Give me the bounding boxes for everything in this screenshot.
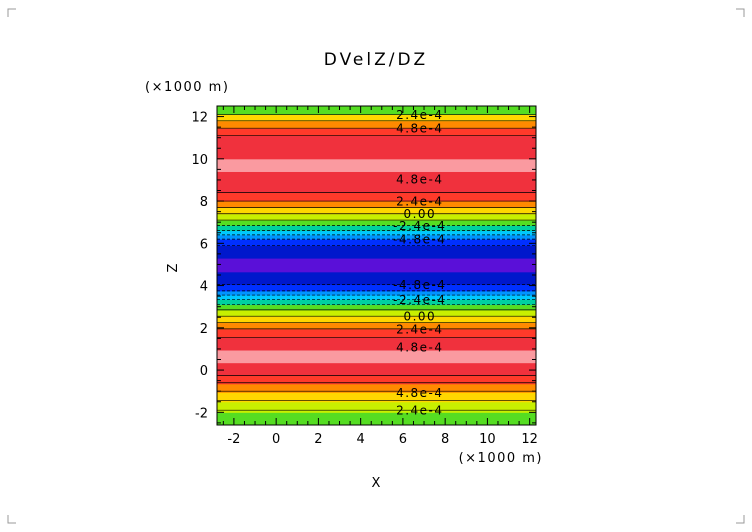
color-band-15 [217, 290, 536, 296]
y-tick-label: 12 [191, 111, 208, 126]
contour-label-2: 4.8e-4 [396, 172, 443, 186]
color-band-33 [217, 120, 536, 129]
color-band-2 [217, 392, 536, 403]
color-band-4 [217, 375, 536, 385]
x-tick-label: 0 [272, 432, 280, 447]
color-band-7 [217, 337, 536, 351]
contour-label-0: 2.4e-4 [396, 108, 443, 122]
color-band-0 [217, 412, 536, 426]
color-band-3 [217, 383, 536, 393]
y-tick-label: 8 [200, 195, 208, 210]
color-band-26 [217, 207, 536, 215]
y-tick-label: 0 [200, 364, 208, 379]
color-band-24 [217, 220, 536, 226]
y-tick-label: 10 [191, 153, 208, 168]
color-band-13 [217, 299, 536, 306]
color-band-11 [217, 309, 536, 317]
contour-label-4: 0.00 [403, 207, 436, 221]
y-axis-label: Z [166, 263, 181, 272]
contour-label-12: 4.8e-4 [396, 386, 443, 400]
color-band-1 [217, 401, 536, 413]
color-band-34 [217, 114, 536, 122]
color-band-32 [217, 128, 536, 137]
y-tick-label: 4 [200, 280, 208, 295]
corner-mark-top-left [7, 8, 16, 17]
color-bands [217, 106, 536, 426]
color-band-8 [217, 328, 536, 338]
color-band-30 [217, 158, 536, 172]
contour-label-11: 4.8e-4 [396, 340, 443, 354]
x-axis-unit: (×1000 m) [459, 451, 543, 466]
contour-label-6: -4.8e-4 [393, 233, 446, 247]
color-band-21 [217, 234, 536, 240]
x-tick-label: 4 [357, 432, 365, 447]
color-band-10 [217, 316, 536, 324]
color-band-12 [217, 304, 536, 311]
color-band-29 [217, 171, 536, 194]
x-tick-label: 2 [314, 432, 322, 447]
contour-label-10: 2.4e-4 [396, 322, 443, 336]
contour-label-8: -2.4e-4 [393, 293, 446, 307]
color-band-5 [217, 362, 536, 376]
color-band-23 [217, 225, 536, 232]
x-tick-label: -2 [227, 432, 240, 447]
axis-ticks: -2 0 2 4 6 8 10 12 -2 0 2 4 6 8 10 12 [191, 105, 538, 447]
color-band-31 [217, 135, 536, 160]
color-band-35 [217, 106, 536, 115]
corner-mark-bottom-left [7, 515, 16, 524]
contour-label-7: -4.8e-4 [393, 278, 446, 292]
x-tick-label: 10 [479, 432, 496, 447]
x-tick-label: 8 [441, 432, 449, 447]
x-axis-label: X [372, 476, 381, 491]
color-band-27 [217, 201, 536, 208]
corner-mark-bottom-right [736, 515, 745, 524]
color-band-22 [217, 230, 536, 236]
y-tick-label: 6 [200, 237, 208, 252]
chart-title: DVelZ/DZ [324, 50, 428, 70]
contour-label-5: -2.4e-4 [393, 219, 446, 233]
color-band-14 [217, 295, 536, 300]
contour-labels: 2.4e-44.8e-44.8e-42.4e-40.00-2.4e-4-4.8e… [393, 108, 446, 418]
color-band-6 [217, 350, 536, 364]
y-axis-unit: (×1000 m) [145, 80, 229, 95]
contour-label-13: 2.4e-4 [396, 404, 443, 418]
color-band-18 [217, 258, 536, 273]
color-band-20 [217, 239, 536, 246]
contour-label-1: 4.8e-4 [396, 122, 443, 136]
color-band-28 [217, 192, 536, 202]
color-band-16 [217, 284, 536, 292]
x-tick-label: 6 [399, 432, 407, 447]
y-tick-label: -2 [195, 406, 208, 421]
color-band-19 [217, 245, 536, 259]
color-band-9 [217, 322, 536, 330]
corner-mark-top-right [736, 8, 745, 17]
contour-lines [217, 114, 536, 411]
color-band-25 [217, 213, 536, 221]
color-band-17 [217, 271, 536, 286]
y-tick-label: 2 [200, 322, 208, 337]
x-tick-label: 12 [521, 432, 538, 447]
plot-frame [216, 105, 537, 426]
contour-label-9: 0.00 [403, 310, 436, 324]
contour-label-3: 2.4e-4 [396, 195, 443, 209]
